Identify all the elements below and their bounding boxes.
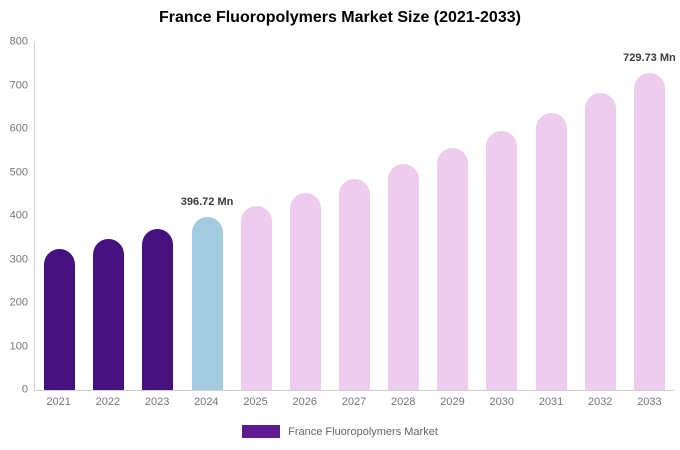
y-tick-label: 800 <box>9 35 28 48</box>
y-tick-label: 500 <box>9 166 28 178</box>
x-tick-label: 2026 <box>292 396 318 408</box>
bar-slot <box>232 42 281 390</box>
bar-2021[interactable] <box>44 249 76 390</box>
bar-slot <box>527 42 576 390</box>
y-tick-label: 0 <box>21 383 28 396</box>
bar-value-label: 396.72 Mn <box>180 196 234 209</box>
bar-2031[interactable] <box>535 112 567 390</box>
plot-area: 396.72 Mn 729.73 Mn <box>34 42 676 391</box>
bar-slot <box>428 42 477 390</box>
x-tick-label: 2033 <box>637 396 662 408</box>
chart-title: France Fluoropolymers Market Size (2021-… <box>159 9 521 26</box>
y-tick-label: 200 <box>9 296 28 309</box>
bar-2033[interactable] <box>633 72 665 390</box>
bar-slot: 729.73 Mn <box>623 42 676 390</box>
legend-swatch <box>242 425 281 438</box>
x-tick-label: 2025 <box>243 396 268 408</box>
bar-2032[interactable] <box>584 93 616 390</box>
bar-slot <box>84 42 133 390</box>
bar-slot <box>576 42 625 390</box>
bar-slot <box>330 42 379 390</box>
x-axis: 2021 2022 2023 2024 2025 2026 2027 2028 2029 2030… <box>34 396 674 408</box>
x-tick-label: 2023 <box>144 396 170 408</box>
legend-label: France Fluoropolymers Market <box>288 425 438 438</box>
bar-value-label: 729.73 Mn <box>623 51 676 64</box>
bar-2028[interactable] <box>388 163 420 390</box>
bar-2026[interactable] <box>289 192 321 390</box>
x-tick-label: 2030 <box>489 396 514 408</box>
y-axis: 0 100 200 300 400 500 600 700 800 <box>0 36 31 395</box>
bar-2029[interactable] <box>437 148 469 390</box>
legend[interactable]: France Fluoropolymers Market <box>0 425 680 438</box>
bar-2030[interactable] <box>486 131 518 390</box>
x-tick-label: 2028 <box>391 396 416 408</box>
x-tick-label: 2027 <box>341 396 367 408</box>
x-tick-label: 2022 <box>95 396 121 408</box>
bar-2027[interactable] <box>339 178 371 390</box>
y-tick-label: 100 <box>9 340 28 352</box>
bar-2022[interactable] <box>93 239 125 390</box>
bar-slot <box>379 42 428 390</box>
bar-slot <box>281 42 330 390</box>
bar-slot <box>133 42 182 390</box>
x-tick-label: 2031 <box>538 396 564 408</box>
bar-2024[interactable] <box>191 217 223 390</box>
y-tick-label: 600 <box>9 122 28 135</box>
y-tick-label: 300 <box>9 253 28 265</box>
x-tick-label: 2029 <box>440 396 465 408</box>
x-tick-label: 2024 <box>194 396 219 408</box>
bar-slot <box>477 42 526 390</box>
bar-slot <box>35 42 84 390</box>
bar-2025[interactable] <box>240 205 272 390</box>
x-tick-label: 2032 <box>587 396 613 408</box>
x-tick-label: 2021 <box>46 396 71 408</box>
y-tick-label: 400 <box>9 209 28 222</box>
y-tick-label: 700 <box>9 79 28 91</box>
bar-2023[interactable] <box>142 228 174 390</box>
bar-slot: 396.72 Mn <box>180 42 234 390</box>
